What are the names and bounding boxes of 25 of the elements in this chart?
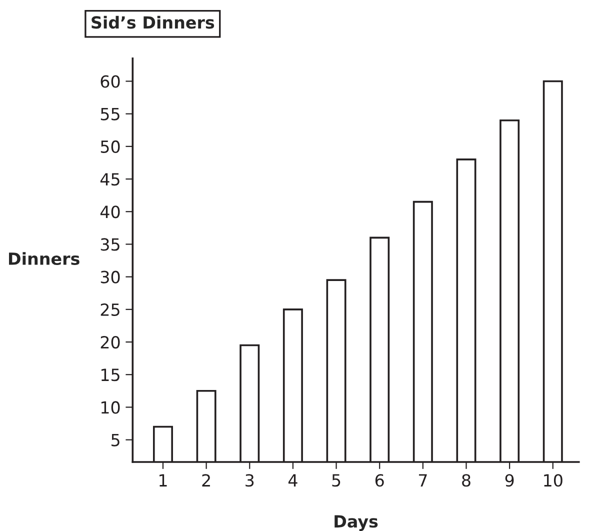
x-tick-label: 8 xyxy=(462,474,470,487)
y-axis-title: Dinners xyxy=(9,252,80,266)
y-tick-label: 5 xyxy=(112,434,120,446)
y-tick-label: 10 xyxy=(101,401,120,414)
chart-title: Sid’s Dinners xyxy=(92,16,214,29)
y-tick-label: 55 xyxy=(100,108,120,120)
x-axis-title: Days xyxy=(334,515,378,531)
x-tick-label: 4 xyxy=(288,474,298,486)
x-tick-label: 7 xyxy=(418,474,427,486)
x-tick-label: 1 xyxy=(160,474,167,486)
x-tick-label: 10 xyxy=(544,474,562,487)
y-tick-label: 60 xyxy=(100,75,120,88)
x-tick-label: 5 xyxy=(332,474,340,487)
y-tick-label: 20 xyxy=(100,336,120,349)
x-tick-label: 6 xyxy=(375,474,384,487)
y-tick-label: 30 xyxy=(100,270,120,284)
x-tick-label: 3 xyxy=(246,474,254,487)
y-tick-label: 35 xyxy=(100,238,120,251)
y-tick-label: 50 xyxy=(100,140,120,153)
y-tick-label: 40 xyxy=(100,206,120,218)
x-tick-label: 9 xyxy=(505,474,514,487)
y-tick-label: 15 xyxy=(101,368,120,382)
y-tick-label: 25 xyxy=(100,303,120,316)
y-tick-label: 45 xyxy=(100,173,120,186)
x-tick-label: 2 xyxy=(202,474,210,486)
